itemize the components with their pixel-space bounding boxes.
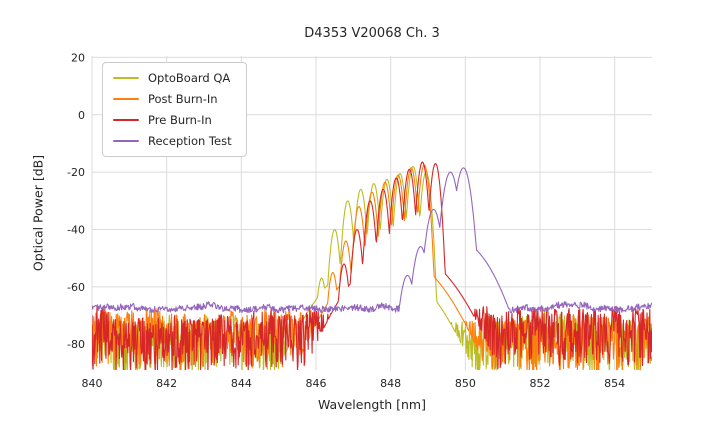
svg-text:842: 842 [156,377,177,390]
svg-text:-60: -60 [67,281,85,294]
legend-item: Pre Burn-In [113,113,232,127]
svg-text:848: 848 [380,377,401,390]
svg-text:0: 0 [78,109,85,122]
svg-text:-40: -40 [67,223,85,236]
legend-item: Post Burn-In [113,92,232,106]
svg-text:840: 840 [82,377,103,390]
legend-line-sample [113,76,139,80]
chart-title: D4353 V20068 Ch. 3 [304,26,440,41]
legend: OptoBoard QA Post Burn-In Pre Burn-In Recep… [102,62,247,157]
svg-text:20: 20 [71,51,85,64]
legend-line-sample [113,139,139,143]
x-axis-label: Wavelength [nm] [318,397,426,412]
svg-text:846: 846 [306,377,327,390]
legend-item: Reception Test [113,134,232,148]
svg-text:844: 844 [231,377,252,390]
y-axis-label: Optical Power [dB] [30,154,46,272]
legend-item-label: Pre Burn-In [148,113,212,127]
svg-text:854: 854 [604,377,625,390]
svg-text:-20: -20 [67,166,85,179]
svg-text:-80: -80 [67,338,85,351]
legend-line-sample [113,97,139,101]
legend-item-label: Reception Test [148,134,232,148]
legend-item-label: Post Burn-In [148,92,218,106]
legend-item: OptoBoard QA [113,71,232,85]
legend-item-label: OptoBoard QA [148,71,231,85]
legend-line-sample [113,118,139,122]
svg-text:852: 852 [530,377,551,390]
svg-text:850: 850 [455,377,476,390]
